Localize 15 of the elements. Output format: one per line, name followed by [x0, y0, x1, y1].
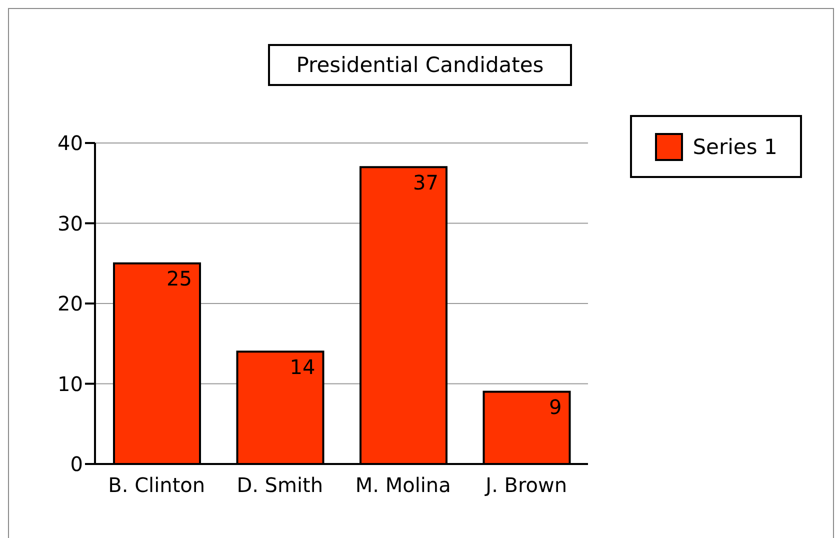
legend-label: Series 1 — [692, 134, 778, 158]
data-label: 37 — [413, 170, 438, 194]
y-tick-label: 40 — [58, 131, 83, 156]
y-tick-label: 30 — [58, 211, 83, 236]
x-tick-label: J. Brown — [484, 473, 568, 498]
data-label: 25 — [166, 266, 192, 291]
y-tick-label: 20 — [58, 292, 83, 316]
data-label: 14 — [290, 354, 316, 379]
data-label: 9 — [549, 394, 562, 419]
x-tick-label: M. Molina — [355, 473, 451, 498]
x-tick-label: B. Clinton — [108, 473, 206, 498]
chart-title: Presidential Candidates — [296, 53, 544, 77]
x-tick-label: D. Smith — [236, 473, 324, 498]
y-tick-label: 0 — [70, 452, 83, 476]
y-tick-label: 10 — [58, 372, 83, 396]
